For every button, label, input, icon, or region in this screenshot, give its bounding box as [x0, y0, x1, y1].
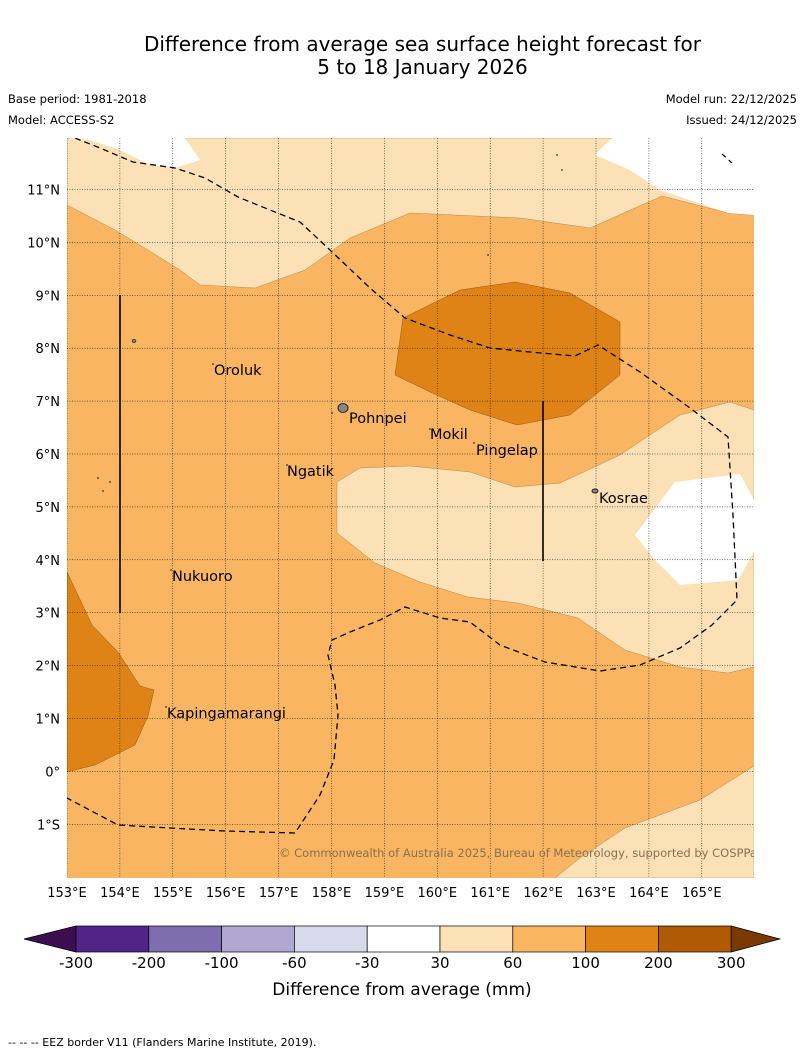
latitude-tick-label: 6°N — [36, 448, 61, 463]
title-line-1: Difference from average sea surface heig… — [143, 32, 702, 56]
island-dot — [473, 442, 475, 444]
latitude-tick-label: 3°N — [36, 607, 61, 622]
latitude-tick-label: 11°N — [27, 184, 60, 199]
island-dot — [212, 363, 214, 365]
island-dot — [109, 481, 111, 483]
anomaly-field: Oroluk Pohnpei Mokil Pingelap Ngatik Kos… — [67, 138, 763, 878]
island-dot — [331, 412, 333, 414]
colorbar-segment — [294, 925, 368, 953]
place-label-oroluk: Oroluk — [214, 363, 262, 379]
island-pohnpei — [337, 403, 349, 413]
base-period: Base period: 1981-2018 — [8, 92, 147, 106]
longitude-tick-label: 163°E — [576, 886, 616, 901]
island-dot — [170, 569, 172, 571]
issued-date: Issued: 24/12/2025 — [686, 113, 797, 127]
longitude-tick-label: 164°E — [629, 886, 669, 901]
colorbar-segment — [658, 925, 732, 953]
longitude-tick-label: 155°E — [153, 886, 193, 901]
colorbar-tick-label: -300 — [59, 954, 93, 972]
colorbar-segment — [221, 925, 295, 953]
anomaly-region-30-60-central — [336, 401, 754, 674]
anomaly-region-neutral-north-west — [67, 138, 200, 168]
colorbar-tick-label: 200 — [644, 954, 673, 972]
place-label-nukuoro: Nukuoro — [172, 569, 233, 585]
island-kosrae — [591, 488, 599, 494]
place-label-ngatik: Ngatik — [287, 464, 335, 480]
colorbar-segment — [512, 925, 586, 953]
colorbar-tick-label: -60 — [282, 954, 307, 972]
island-dot — [165, 706, 167, 708]
colorbar-tick-label: 30 — [430, 954, 449, 972]
latitude-tick-label: 4°N — [36, 554, 61, 569]
longitude-tick-label: 153°E — [47, 886, 87, 901]
graticule — [67, 138, 754, 878]
colorbar-tick-label: -100 — [205, 954, 239, 972]
island-dot — [556, 154, 558, 156]
latitude-tick-label: 0° — [45, 765, 60, 780]
latitude-tick-label: 8°N — [36, 342, 61, 357]
longitude-tick-label: 158°E — [312, 886, 352, 901]
place-label-kapingamarangi: Kapingamarangi — [167, 706, 286, 722]
island-dot — [561, 169, 563, 171]
island-small-north-west — [131, 338, 137, 343]
longitude-tick-label: 165°E — [682, 886, 722, 901]
latitude-labels: 11°N 10°N 9°N 8°N 7°N 6°N 5°N 4°N 3°N 2°N 1°N 0° 1°S — [27, 184, 60, 834]
eez-border-north — [67, 138, 738, 834]
latitude-tick-label: 9°N — [36, 289, 61, 304]
anomaly-region-neutral-east — [635, 474, 754, 585]
colorbar-segment — [585, 925, 659, 953]
eez-footnote: -- -- -- EEZ border V11 (Flanders Marine… — [8, 1036, 317, 1049]
colorbar-tick-label: 60 — [503, 954, 522, 972]
longitude-tick-label: 160°E — [418, 886, 458, 901]
eez-border-fragment — [721, 153, 733, 164]
colorbar-tick-label: -200 — [132, 954, 166, 972]
longitude-tick-label: 161°E — [470, 886, 510, 901]
place-label-pohnpei: Pohnpei — [349, 411, 407, 427]
colorbar-segment — [148, 925, 222, 953]
longitude-tick-label: 157°E — [259, 886, 299, 901]
model-run: Model run: 22/12/2025 — [665, 92, 797, 106]
colorbar: -300 -200 -100 -60 -30 30 60 100 200 300 — [23, 925, 782, 972]
anomaly-region-100-200-south-west — [67, 571, 155, 773]
colorbar-segment — [439, 925, 514, 953]
latitude-tick-label: 5°N — [36, 501, 61, 516]
longitude-tick-label: 162°E — [523, 886, 563, 901]
island-dot — [102, 490, 104, 492]
longitude-tick-label: 159°E — [365, 886, 405, 901]
colorbar-label: Difference from average (mm) — [272, 980, 531, 1000]
island-dot — [429, 428, 431, 430]
map-title: Difference from average sea surface heig… — [0, 33, 804, 79]
colorbar-segment — [366, 925, 441, 953]
latitude-tick-label: 1°N — [36, 713, 61, 728]
colorbar-tick-label: -30 — [355, 954, 380, 972]
latitude-tick-label: 10°N — [27, 236, 60, 251]
island-dot — [487, 254, 489, 256]
anomaly-region-30-60-north — [67, 138, 754, 289]
colorbar-segment — [75, 925, 150, 953]
longitude-labels: 153°E 154°E 155°E 156°E 157°E 158°E 159°E 160°E… — [47, 886, 721, 901]
anomaly-region-neutral-north-east — [595, 138, 754, 215]
longitude-tick-label: 156°E — [206, 886, 246, 901]
longitude-tick-label: 154°E — [100, 886, 140, 901]
model-name: Model: ACCESS-S2 — [8, 113, 115, 127]
island-dot — [286, 464, 288, 466]
place-label-mokil: Mokil — [430, 427, 468, 443]
island-dot — [97, 477, 99, 479]
colorbar-extend-low — [23, 925, 77, 953]
copyright-notice: © Commonwealth of Australia 2025, Bureau… — [279, 846, 763, 860]
place-label-pingelap: Pingelap — [476, 443, 538, 459]
colorbar-tick-label: 100 — [571, 954, 600, 972]
anomaly-region-30-60-south-east — [554, 765, 754, 878]
title-line-2: 5 to 18 January 2026 — [317, 55, 528, 79]
colorbar-tick-label: 300 — [717, 954, 746, 972]
latitude-tick-label: 2°N — [36, 660, 61, 675]
place-label-kosrae: Kosrae — [599, 491, 648, 507]
anomaly-region-100-200-central — [394, 281, 621, 426]
latitude-tick-label: 7°N — [36, 395, 61, 410]
latitude-tick-label: 1°S — [37, 818, 60, 833]
colorbar-extend-high — [730, 925, 782, 953]
